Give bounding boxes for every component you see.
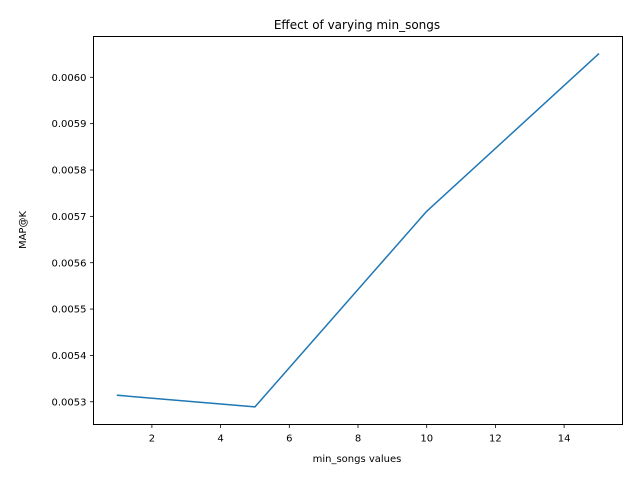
y-tick-label: 0.0060: [52, 73, 87, 84]
y-tick-label: 0.0059: [52, 119, 87, 130]
y-tick-label: 0.0054: [52, 351, 87, 362]
x-tick-label: 12: [489, 434, 502, 445]
axes-frame: [93, 36, 623, 425]
data-point: [254, 406, 256, 408]
x-tick-label: 4: [217, 434, 223, 445]
chart-title: Effect of varying min_songs: [274, 18, 440, 32]
series-line-0: [116, 53, 600, 408]
x-axis-label: min_songs values: [313, 454, 402, 465]
x-tick-label: 2: [149, 434, 155, 445]
data-point: [426, 210, 428, 212]
y-tick-label: 0.0053: [52, 397, 87, 408]
y-axis-label: MAP@K: [18, 211, 29, 249]
data-point: [116, 394, 119, 396]
data-point: [597, 53, 600, 55]
x-tick-label: 6: [286, 434, 292, 445]
y-tick-label: 0.0058: [52, 166, 87, 177]
y-tick-label: 0.0056: [52, 258, 87, 269]
x-axis-ticks: 2 4 6 8 10 12 14: [149, 424, 571, 445]
plot-area: [116, 53, 600, 408]
y-tick-label: 0.0057: [52, 212, 87, 223]
y-axis-ticks: 0.0053 0.0054 0.0055 0.0056 0.0057 0.0058 0.00…: [52, 73, 94, 408]
y-tick-label: 0.0055: [52, 305, 87, 316]
x-tick-label: 14: [558, 434, 571, 445]
x-tick-label: 8: [355, 434, 361, 445]
x-tick-label: 10: [420, 434, 433, 445]
